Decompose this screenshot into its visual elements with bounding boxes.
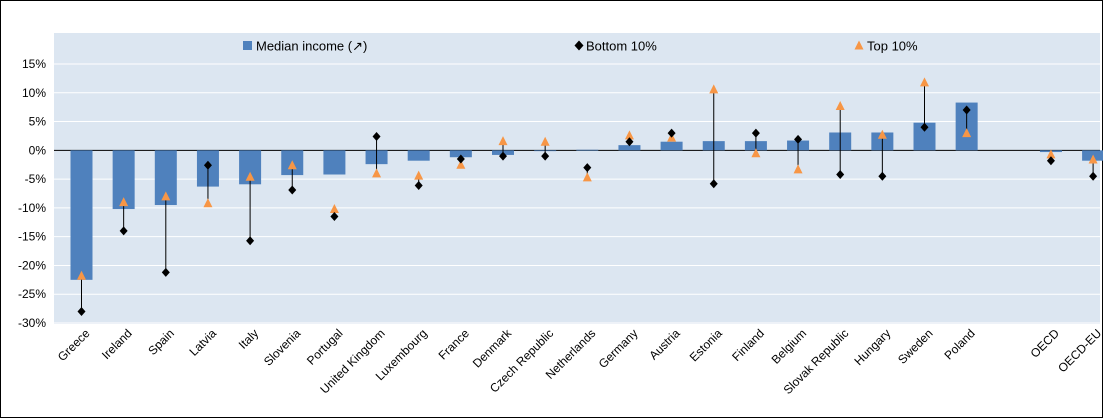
x-tick-label: Germany xyxy=(596,326,641,371)
y-tick-label: 0% xyxy=(29,143,47,157)
bar xyxy=(576,150,598,151)
y-axis: 15% 10% 5% 0% -5% -10% -15% -20% -25% -30% xyxy=(18,57,46,330)
x-tick-label: OECD-EU xyxy=(1055,326,1103,375)
y-tick-label: -10% xyxy=(18,201,46,215)
x-tick-label: Ireland xyxy=(99,326,135,362)
bar xyxy=(408,150,430,160)
y-tick-label: -25% xyxy=(18,287,46,301)
y-tick-label: -15% xyxy=(18,230,46,244)
x-tick-label: Estonia xyxy=(687,326,725,364)
legend-swatch-median xyxy=(243,41,252,50)
y-tick-label: -20% xyxy=(18,258,46,272)
bar xyxy=(323,150,345,174)
x-tick-label: Belgium xyxy=(769,326,810,367)
x-tick-label: Italy xyxy=(236,326,261,351)
legend-label-top: Top 10% xyxy=(867,39,918,54)
y-tick-label: 15% xyxy=(22,57,46,71)
x-tick-label: Spain xyxy=(145,326,177,358)
legend-label-median: Median income (↗) xyxy=(256,39,367,54)
y-tick-label: 10% xyxy=(22,86,46,100)
y-tick-label: -30% xyxy=(18,316,46,330)
bar xyxy=(661,142,683,151)
x-tick-label: Poland xyxy=(941,326,977,362)
x-tick-label: Portugal xyxy=(304,326,346,368)
legend-label-bottom: Bottom 10% xyxy=(586,39,657,54)
x-tick-label: Latvia xyxy=(187,326,220,359)
x-tick-label: Austria xyxy=(646,326,683,363)
y-tick-label: -5% xyxy=(25,172,47,186)
x-tick-label: Sweden xyxy=(895,326,936,367)
x-tick-label: Hungary xyxy=(851,326,893,368)
x-tick-label: Finland xyxy=(729,326,767,364)
bar xyxy=(71,150,93,279)
x-tick-label: Greece xyxy=(55,326,93,364)
x-tick-label: France xyxy=(436,326,473,363)
x-tick-label: OECD xyxy=(1028,326,1063,361)
x-tick-label: Slovenia xyxy=(261,326,304,369)
y-tick-label: 5% xyxy=(29,115,47,129)
